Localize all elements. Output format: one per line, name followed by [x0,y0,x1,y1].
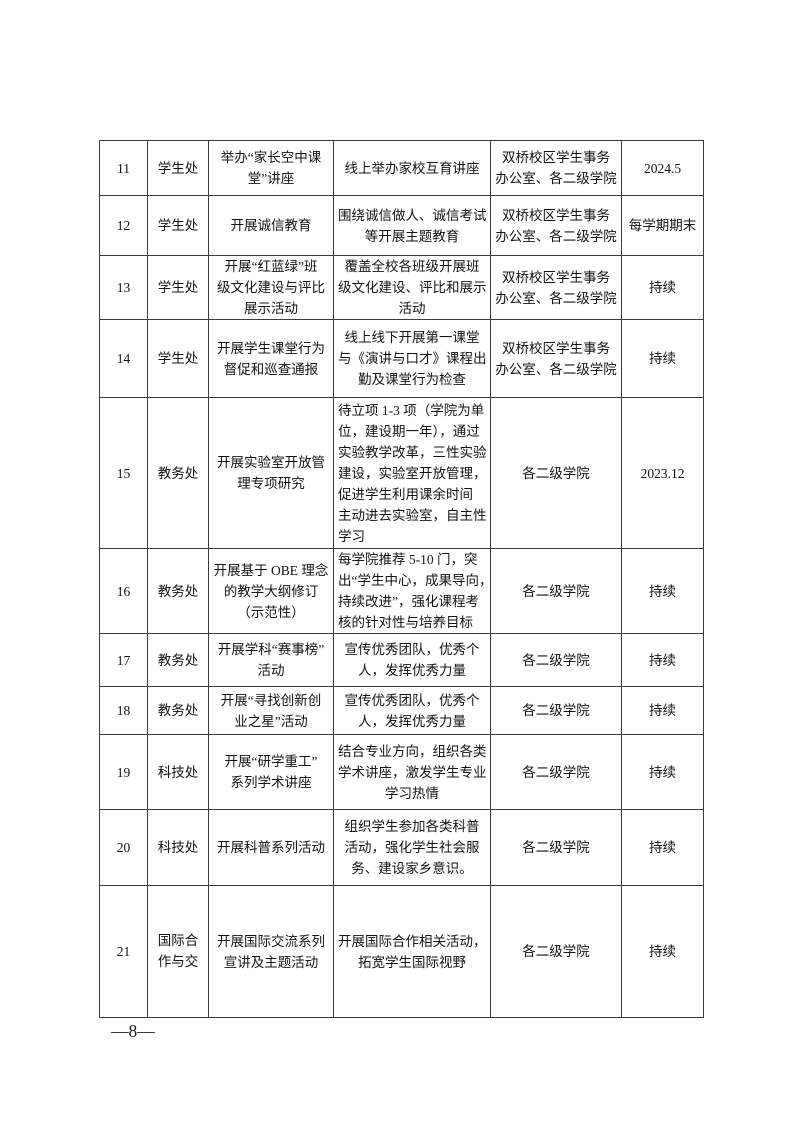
department-cell: 学生处 [147,195,209,256]
unit-cell: 双桥校区学生事务 办公室、各二级学院 [490,255,622,320]
unit-cell: 各二级学院 [490,885,622,1018]
table-row-17: 17 教务处 开展学科“赛事榜” 活动 宣传优秀团队，优秀个 人，发挥优秀力量 … [99,633,704,687]
unit-cell: 双桥校区学生事务 办公室、各二级学院 [490,319,622,398]
activity-cell: 开展学生课堂行为 督促和巡查通报 [208,319,334,398]
time-cell: 持续 [621,686,704,735]
time-cell: 持续 [621,548,704,634]
unit-cell: 各二级学院 [490,397,622,549]
unit-cell: 各二级学院 [490,809,622,886]
unit-cell: 双桥校区学生事务 办公室、各二级学院 [490,140,622,196]
department-cell: 科技处 [147,809,209,886]
content-cell: 待立项 1-3 项（学院为单 位，建设期一年），通过 实验教学改革，三性实验 建… [333,397,491,549]
table-row-11: 11 学生处 举办“家长空中课 堂”讲座 线上举办家校互育讲座 双桥校区学生事务… [99,140,704,196]
time-cell: 2023.12 [621,397,704,549]
page-number: —8— [111,1021,155,1041]
activity-cell: 开展学科“赛事榜” 活动 [208,633,334,687]
time-cell: 持续 [621,255,704,320]
activity-cell: 开展实验室开放管 理专项研究 [208,397,334,549]
row-number-cell: 17 [99,633,148,687]
table-row-14: 14 学生处 开展学生课堂行为 督促和巡查通报 线上线下开展第一课堂 与《演讲与… [99,319,704,398]
time-cell: 持续 [621,319,704,398]
content-cell: 结合专业方向，组织各类 学术讲座，激发学生专业 学习热情 [333,734,491,810]
unit-cell: 各二级学院 [490,734,622,810]
row-number-cell: 15 [99,397,148,549]
table-row-20: 20 科技处 开展科普系列活动 组织学生参加各类科普 活动，强化学生社会服 务、… [99,809,704,886]
content-cell: 线上线下开展第一课堂 与《演讲与口才》课程出 勤及课堂行为检查 [333,319,491,398]
work-plan-table: 11 学生处 举办“家长空中课 堂”讲座 线上举办家校互育讲座 双桥校区学生事务… [99,140,704,1018]
activity-cell: 开展“研学重工” 系列学术讲座 [208,734,334,810]
unit-cell: 双桥校区学生事务 办公室、各二级学院 [490,195,622,256]
content-cell: 覆盖全校各班级开展班 级文化建设、评比和展示 活动 [333,255,491,320]
table-row-16: 16 教务处 开展基于 OBE 理念 的教学大纲修订 （示范性） 每学院推荐 5… [99,548,704,634]
time-cell: 持续 [621,734,704,810]
activity-cell: 开展“寻找创新创 业之星”活动 [208,686,334,735]
unit-cell: 各二级学院 [490,686,622,735]
time-cell: 2024.5 [621,140,704,196]
activity-cell: 开展国际交流系列 宣讲及主题活动 [208,885,334,1018]
row-number-cell: 18 [99,686,148,735]
department-cell: 学生处 [147,319,209,398]
table-row-18: 18 教务处 开展“寻找创新创 业之星”活动 宣传优秀团队，优秀个 人，发挥优秀… [99,686,704,735]
time-cell: 持续 [621,809,704,886]
table-row-13: 13 学生处 开展“红蓝绿”班 级文化建设与评比 展示活动 覆盖全校各班级开展班… [99,255,704,320]
table-row-19: 19 科技处 开展“研学重工” 系列学术讲座 结合专业方向，组织各类 学术讲座，… [99,734,704,810]
content-cell: 围绕诚信做人、诚信考试 等开展主题教育 [333,195,491,256]
time-cell: 持续 [621,885,704,1018]
row-number-cell: 11 [99,140,148,196]
table-row-21: 21 国际合 作与交 流处 开展国际交流系列 宣讲及主题活动 开展国际合作相关活… [99,885,704,1018]
department-cell: 教务处 [147,548,209,634]
row-number-cell: 21 [99,885,148,1018]
activity-cell: 开展基于 OBE 理念 的教学大纲修订 （示范性） [208,548,334,634]
unit-cell: 各二级学院 [490,633,622,687]
activity-cell: 开展科普系列活动 [208,809,334,886]
time-cell: 每学期期末 [621,195,704,256]
row-number-cell: 13 [99,255,148,320]
unit-cell: 各二级学院 [490,548,622,634]
department-cell: 科技处 [147,734,209,810]
activity-cell: 开展“红蓝绿”班 级文化建设与评比 展示活动 [208,255,334,320]
table-row-15: 15 教务处 开展实验室开放管 理专项研究 待立项 1-3 项（学院为单 位，建… [99,397,704,549]
department-cell: 学生处 [147,140,209,196]
row-number-cell: 20 [99,809,148,886]
row-number-cell: 12 [99,195,148,256]
department-text-clipped: 国际合 作与交 流处 [157,933,199,969]
activity-cell: 开展诚信教育 [208,195,334,256]
department-cell: 学生处 [147,255,209,320]
content-cell: 组织学生参加各类科普 活动，强化学生社会服 务、建设家乡意识。 [333,809,491,886]
content-cell: 开展国际合作相关活动， 拓宽学生国际视野 [333,885,491,1018]
content-cell: 宣传优秀团队，优秀个 人，发挥优秀力量 [333,686,491,735]
department-cell: 教务处 [147,686,209,735]
content-cell: 宣传优秀团队，优秀个 人，发挥优秀力量 [333,633,491,687]
department-cell: 教务处 [147,397,209,549]
content-cell: 每学院推荐 5-10 门，突 出“学生中心，成果导向， 持续改进”，强化课程考 … [333,548,491,634]
department-cell: 教务处 [147,633,209,687]
table-row-12: 12 学生处 开展诚信教育 围绕诚信做人、诚信考试 等开展主题教育 双桥校区学生… [99,195,704,256]
row-number-cell: 14 [99,319,148,398]
activity-cell: 举办“家长空中课 堂”讲座 [208,140,334,196]
row-number-cell: 16 [99,548,148,634]
department-cell: 国际合 作与交 流处 [147,885,209,1018]
row-number-cell: 19 [99,734,148,810]
content-cell: 线上举办家校互育讲座 [333,140,491,196]
time-cell: 持续 [621,633,704,687]
